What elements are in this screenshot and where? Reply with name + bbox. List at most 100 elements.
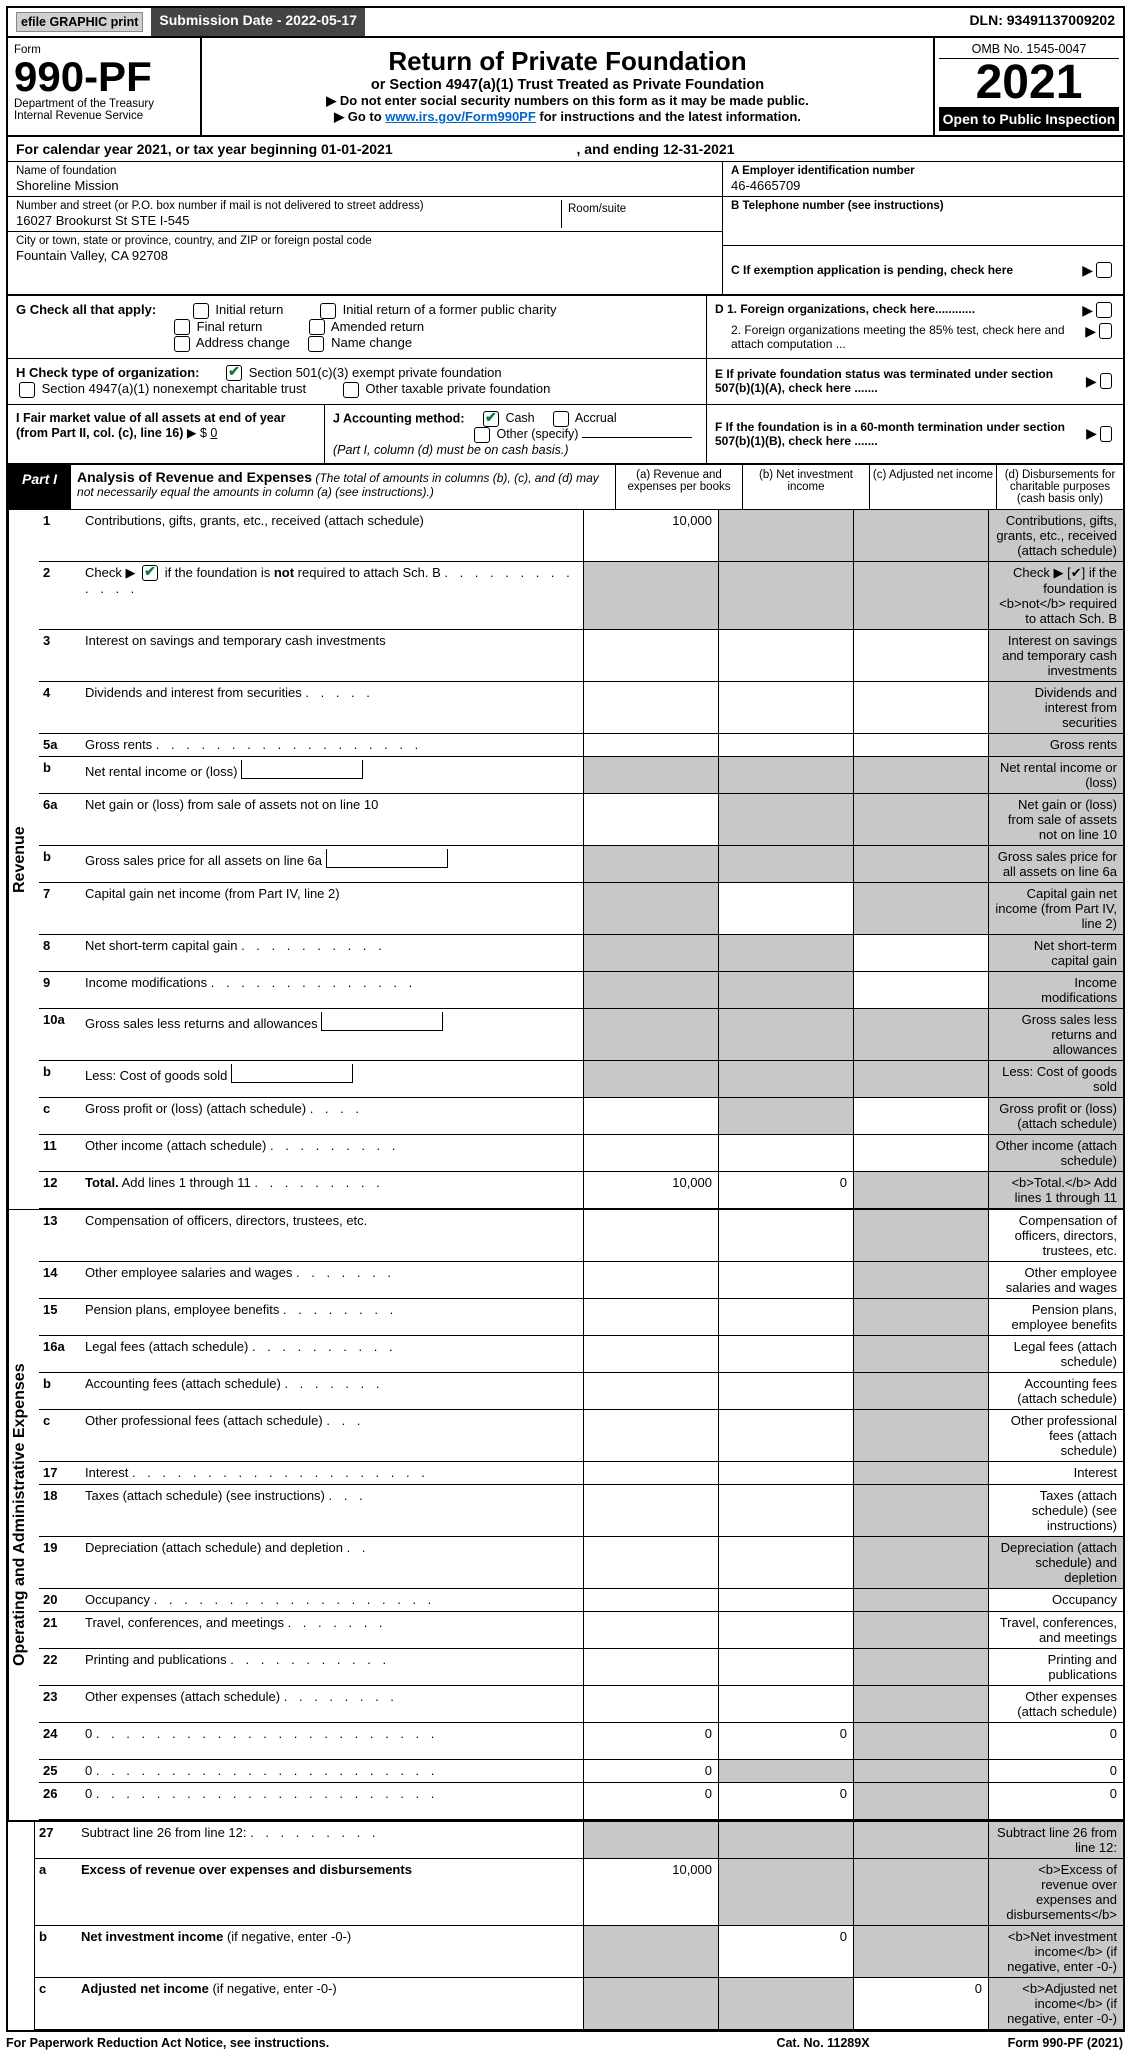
- amt-d: Gross profit or (loss) (attach schedule): [988, 1098, 1123, 1134]
- line-number: 15: [39, 1299, 83, 1335]
- line-c: cAdjusted net income (if negative, enter…: [35, 1978, 1123, 2030]
- amt-b: [718, 1760, 853, 1782]
- amt-a: [583, 935, 718, 971]
- line-13: 13Compensation of officers, directors, t…: [39, 1210, 1123, 1262]
- amt-a: 0: [583, 1760, 718, 1782]
- line-desc: Net investment income (if negative, ente…: [79, 1926, 583, 1977]
- line-number: 20: [39, 1589, 83, 1611]
- amt-c: [853, 1926, 988, 1977]
- irs-link[interactable]: www.irs.gov/Form990PF: [385, 109, 536, 124]
- line-14: 14Other employee salaries and wages . . …: [39, 1262, 1123, 1299]
- city-state-zip: Fountain Valley, CA 92708: [16, 247, 714, 263]
- e-checkbox[interactable]: [1100, 373, 1112, 389]
- j-other-checkbox[interactable]: [474, 427, 490, 443]
- amt-b: [718, 1135, 853, 1171]
- line-desc: Other expenses (attach schedule) . . . .…: [83, 1686, 583, 1722]
- line-number: 16a: [39, 1336, 83, 1372]
- line-9: 9Income modifications . . . . . . . . . …: [39, 972, 1123, 1009]
- line-number: 11: [39, 1135, 83, 1171]
- amt-d: Interest: [988, 1462, 1123, 1484]
- amt-c: [853, 1723, 988, 1759]
- name-change-checkbox[interactable]: [308, 336, 324, 352]
- line-desc: 0 . . . . . . . . . . . . . . . . . . . …: [83, 1723, 583, 1759]
- amt-c: [853, 562, 988, 629]
- amt-b: [718, 1262, 853, 1298]
- amt-d: Occupancy: [988, 1589, 1123, 1611]
- amt-c: [853, 1783, 988, 1819]
- line-desc: 0 . . . . . . . . . . . . . . . . . . . …: [83, 1783, 583, 1819]
- d1-checkbox[interactable]: [1096, 302, 1112, 318]
- line-17: 17Interest . . . . . . . . . . . . . . .…: [39, 1462, 1123, 1485]
- e-label: E If private foundation status was termi…: [715, 367, 1086, 395]
- amt-c: [853, 1589, 988, 1611]
- c-checkbox[interactable]: [1096, 262, 1112, 278]
- line-desc: Gross sales less returns and allowances: [83, 1009, 583, 1060]
- f-checkbox[interactable]: [1100, 426, 1112, 442]
- schb-checkbox[interactable]: [142, 565, 158, 581]
- amt-a: [583, 794, 718, 845]
- amt-d: Check ▶ [✔] if the foundation is <b>not<…: [988, 562, 1123, 629]
- line-23: 23Other expenses (attach schedule) . . .…: [39, 1686, 1123, 1723]
- amt-c: [853, 1098, 988, 1134]
- amt-c: [853, 1686, 988, 1722]
- amt-a: [583, 1978, 718, 2029]
- line-number: b: [39, 1373, 83, 1409]
- amt-a: [583, 1373, 718, 1409]
- submission-date: Submission Date - 2022-05-17: [151, 8, 365, 36]
- line-number: 18: [39, 1485, 83, 1536]
- amended-return-checkbox[interactable]: [309, 319, 325, 335]
- irs: Internal Revenue Service: [14, 110, 194, 122]
- h-4947-checkbox[interactable]: [19, 382, 35, 398]
- line-12: 12Total. Add lines 1 through 11 . . . . …: [39, 1172, 1123, 1209]
- dept: Department of the Treasury: [14, 98, 194, 110]
- line-number: 14: [39, 1262, 83, 1298]
- amt-b: [718, 1686, 853, 1722]
- final-return-checkbox[interactable]: [174, 319, 190, 335]
- h-other-checkbox[interactable]: [343, 382, 359, 398]
- amt-d: Taxes (attach schedule) (see instruction…: [988, 1485, 1123, 1536]
- amt-a: [583, 1462, 718, 1484]
- tel-label: B Telephone number (see instructions): [731, 200, 1115, 212]
- line-number: 17: [39, 1462, 83, 1484]
- amt-c: [853, 1485, 988, 1536]
- amt-c: [853, 1262, 988, 1298]
- calendar-year-row: For calendar year 2021, or tax year begi…: [8, 137, 1123, 162]
- line-desc: Capital gain net income (from Part IV, l…: [83, 883, 583, 934]
- line-c: cGross profit or (loss) (attach schedule…: [39, 1098, 1123, 1135]
- amt-d: Other income (attach schedule): [988, 1135, 1123, 1171]
- line-number: a: [35, 1859, 79, 1925]
- d2-checkbox[interactable]: [1099, 323, 1112, 339]
- initial-return-checkbox[interactable]: [193, 303, 209, 319]
- amt-b: [718, 1098, 853, 1134]
- top-bar: efile GRAPHIC print Submission Date - 20…: [8, 8, 1123, 38]
- h-501c3-checkbox[interactable]: [226, 365, 242, 381]
- line-number: 6a: [39, 794, 83, 845]
- j-cash-checkbox[interactable]: [483, 411, 499, 427]
- line-desc: Other professional fees (attach schedule…: [83, 1410, 583, 1461]
- amt-c: [853, 1537, 988, 1588]
- amt-a: 10,000: [583, 1172, 718, 1208]
- address: 16027 Brookurst St STE I-545: [16, 212, 561, 228]
- addr-change-checkbox[interactable]: [174, 336, 190, 352]
- amt-b: [718, 1210, 853, 1261]
- line-number: b: [39, 846, 83, 882]
- j-accrual-checkbox[interactable]: [553, 411, 569, 427]
- amt-a: [583, 562, 718, 629]
- pra-notice: For Paperwork Reduction Act Notice, see …: [6, 2036, 723, 2050]
- line-c: cOther professional fees (attach schedul…: [39, 1410, 1123, 1462]
- line-a: aExcess of revenue over expenses and dis…: [35, 1859, 1123, 1926]
- open-inspection: Open to Public Inspection: [939, 107, 1119, 131]
- amt-c: [853, 682, 988, 733]
- amt-b: [718, 1299, 853, 1335]
- amt-c: [853, 1299, 988, 1335]
- line-desc: Less: Cost of goods sold: [83, 1061, 583, 1097]
- initial-former-checkbox[interactable]: [320, 303, 336, 319]
- final-section: 27Subtract line 26 from line 12: . . . .…: [8, 1820, 1123, 2030]
- amt-d: Accounting fees (attach schedule): [988, 1373, 1123, 1409]
- line-desc: Pension plans, employee benefits . . . .…: [83, 1299, 583, 1335]
- amt-d: Gross sales price for all assets on line…: [988, 846, 1123, 882]
- amt-b: [718, 682, 853, 733]
- instr-2: ▶ Go to www.irs.gov/Form990PF for instru…: [210, 109, 925, 125]
- amt-a: [583, 1336, 718, 1372]
- amt-c: [853, 794, 988, 845]
